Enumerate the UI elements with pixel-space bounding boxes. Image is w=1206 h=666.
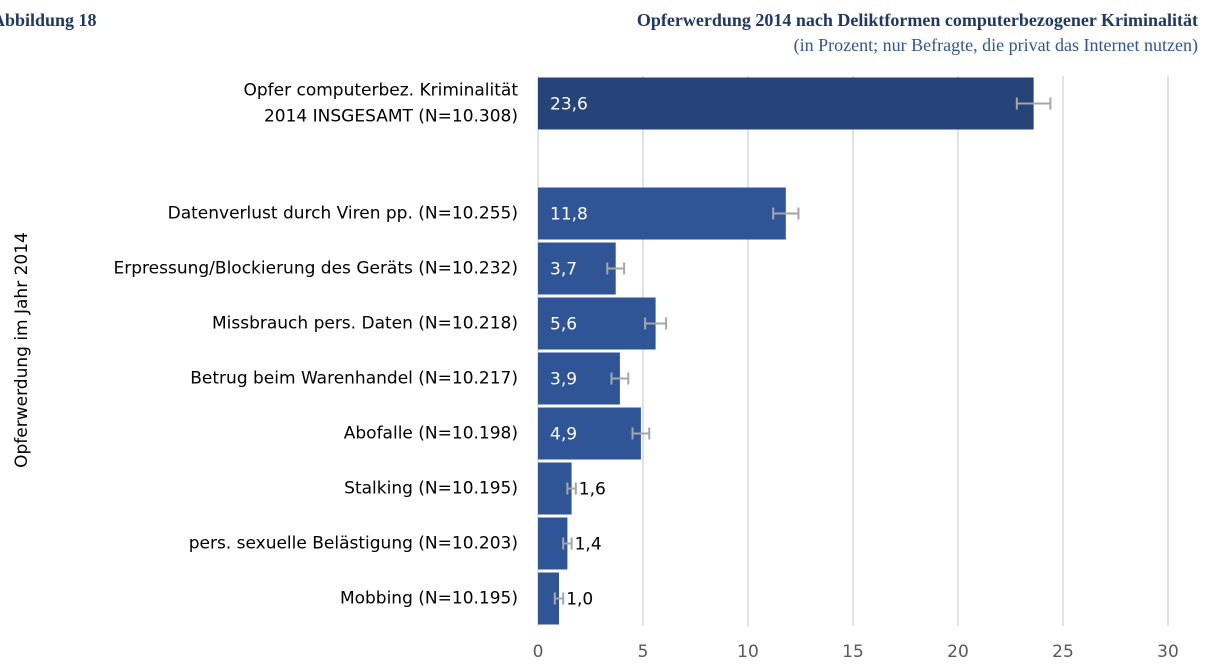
chart-title: Opferwerdung 2014 nach Deliktformen comp… xyxy=(637,10,1198,30)
bar xyxy=(538,297,656,350)
category-label: pers. sexuelle Belästigung (N=10.203) xyxy=(189,534,518,554)
x-tick-label: 30 xyxy=(1157,642,1179,662)
x-tick-label: 25 xyxy=(1052,642,1074,662)
error-bar xyxy=(562,537,573,550)
error-bar xyxy=(610,372,630,385)
x-tick-label: 0 xyxy=(533,642,544,662)
category-label: Betrug beim Warenhandel (N=10.217) xyxy=(190,369,518,389)
error-bar xyxy=(1015,97,1052,110)
value-label: 3,9 xyxy=(550,370,577,390)
value-label: 11,8 xyxy=(550,205,588,225)
value-label: 1,0 xyxy=(566,590,593,610)
category-label: 2014 INSGESAMT (N=10.308) xyxy=(264,107,518,127)
error-bar xyxy=(606,262,626,275)
category-label: Abofalle (N=10.198) xyxy=(344,424,518,444)
value-label: 23,6 xyxy=(550,95,588,115)
error-bar xyxy=(631,427,651,440)
value-label: 4,9 xyxy=(550,425,577,445)
value-label: 1,6 xyxy=(579,480,606,500)
error-bar xyxy=(566,482,577,495)
bar xyxy=(538,242,616,295)
x-tick-label: 5 xyxy=(638,642,649,662)
value-label: 3,7 xyxy=(550,260,577,280)
category-label: Erpressung/Blockierung des Geräts (N=10.… xyxy=(114,259,518,279)
bar xyxy=(538,572,559,625)
x-tick-label: 10 xyxy=(737,642,759,662)
category-label: Mobbing (N=10.195) xyxy=(340,589,518,609)
bar xyxy=(538,77,1034,130)
x-tick-label: 15 xyxy=(842,642,864,662)
chart-subtitle: (in Prozent; nur Befragte, die privat da… xyxy=(794,35,1198,56)
bar xyxy=(538,352,620,405)
error-bar xyxy=(553,592,565,605)
x-tick-label: 20 xyxy=(947,642,969,662)
category-label: Stalking (N=10.195) xyxy=(344,479,518,499)
category-label: Opfer computerbez. Kriminalität xyxy=(243,81,518,101)
category-label: Missbrauch pers. Daten (N=10.218) xyxy=(212,314,518,334)
error-bar xyxy=(644,317,668,330)
value-label: 1,4 xyxy=(575,535,602,555)
bar xyxy=(538,462,572,515)
y-axis-label: Opferwerdung im Jahr 2014 xyxy=(12,232,32,468)
bar xyxy=(538,407,641,460)
figure-label: Abbildung 18 xyxy=(0,10,97,30)
bar xyxy=(538,187,786,240)
error-bar xyxy=(772,207,800,220)
value-label: 5,6 xyxy=(550,315,577,335)
category-label: Datenverlust durch Viren pp. (N=10.255) xyxy=(168,204,518,224)
